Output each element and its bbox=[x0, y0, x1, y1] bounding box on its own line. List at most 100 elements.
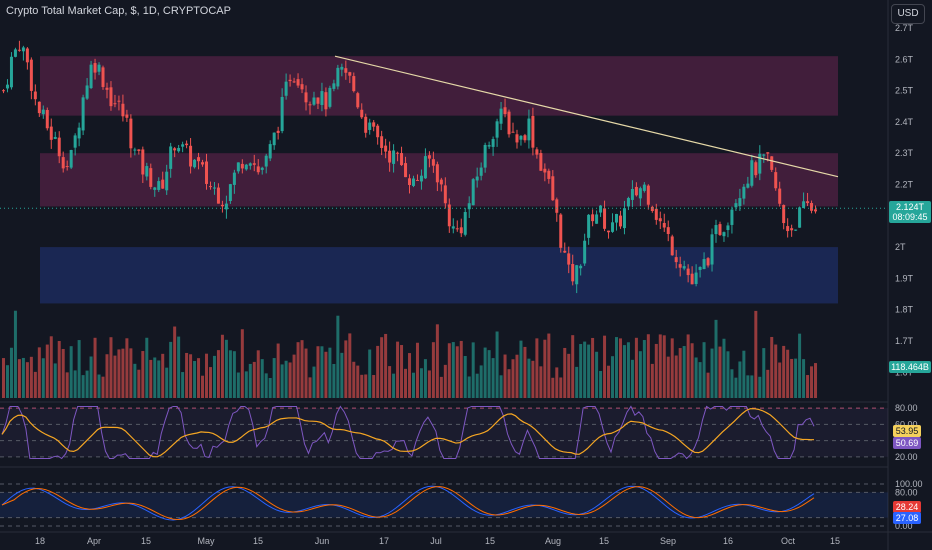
volume-bar bbox=[201, 375, 205, 398]
volume-bar bbox=[25, 362, 29, 398]
candle bbox=[292, 81, 296, 83]
candle bbox=[300, 84, 304, 90]
volume-bar bbox=[69, 346, 73, 398]
candle bbox=[169, 146, 173, 169]
volume-bar bbox=[304, 348, 308, 398]
volume-bar bbox=[324, 351, 328, 398]
candle bbox=[53, 136, 57, 139]
volume-bar bbox=[527, 358, 531, 398]
candle bbox=[312, 97, 316, 105]
candle bbox=[806, 201, 810, 204]
candle bbox=[766, 152, 770, 154]
candle bbox=[778, 188, 782, 204]
volume-bar bbox=[678, 348, 682, 398]
volume-bar bbox=[718, 346, 722, 398]
volume-bar bbox=[495, 331, 499, 398]
volume-bar bbox=[758, 376, 762, 398]
volume-bar bbox=[614, 337, 618, 398]
volume-bar bbox=[117, 349, 121, 398]
candle bbox=[201, 162, 205, 165]
last-price-tag: 2.124T 08:09:45 bbox=[889, 201, 931, 223]
rsi-ma-tag: 53.95 bbox=[893, 425, 921, 437]
candle bbox=[467, 203, 471, 210]
volume-bar bbox=[519, 340, 523, 398]
price-tick: 1.7T bbox=[895, 336, 914, 346]
volume-bar bbox=[435, 324, 439, 398]
candle bbox=[376, 125, 380, 138]
volume-bar bbox=[622, 345, 626, 398]
volume-bar bbox=[419, 368, 423, 398]
candle bbox=[25, 48, 29, 63]
candle bbox=[165, 171, 169, 191]
time-tick: May bbox=[197, 536, 215, 546]
chart-title: Crypto Total Market Cap, $, 1D, CRYPTOCA… bbox=[6, 5, 231, 17]
volume-bar bbox=[208, 367, 212, 398]
candle bbox=[161, 179, 165, 189]
candle bbox=[149, 168, 153, 187]
candle bbox=[137, 149, 141, 151]
candle bbox=[97, 64, 101, 72]
volume-bar bbox=[571, 335, 575, 398]
candle bbox=[372, 122, 376, 127]
candle bbox=[404, 163, 408, 178]
volume-bar bbox=[380, 337, 384, 398]
volume-bar bbox=[157, 360, 161, 398]
stoch-tick: 100.00 bbox=[895, 479, 923, 489]
volume-bar bbox=[356, 365, 360, 398]
volume-bar bbox=[173, 326, 177, 398]
candle bbox=[491, 139, 495, 147]
candle bbox=[427, 155, 431, 159]
candle bbox=[304, 92, 308, 103]
volume-bar bbox=[431, 342, 435, 398]
candle bbox=[614, 214, 618, 223]
currency-button[interactable]: USD bbox=[891, 4, 925, 24]
volume-bar bbox=[415, 342, 419, 398]
volume-bar bbox=[467, 376, 471, 398]
volume-bar bbox=[408, 353, 412, 398]
rsi-tick: 80.00 bbox=[895, 403, 918, 413]
price-tick: 2.4T bbox=[895, 117, 914, 127]
candle bbox=[280, 96, 284, 132]
candle bbox=[515, 134, 519, 143]
candle bbox=[770, 156, 774, 170]
candle bbox=[662, 222, 666, 228]
stoch-k-line bbox=[1, 485, 815, 521]
candle bbox=[352, 76, 356, 92]
volume-bar bbox=[216, 350, 220, 398]
candle bbox=[2, 90, 5, 92]
volume-bar bbox=[312, 366, 316, 398]
volume-bar bbox=[682, 346, 686, 398]
time-tick: 15 bbox=[830, 536, 840, 546]
volume-bar bbox=[694, 357, 698, 398]
volume-bar bbox=[714, 319, 718, 398]
candle bbox=[316, 97, 320, 104]
volume-bar bbox=[686, 334, 690, 398]
volume-bar bbox=[559, 377, 563, 398]
volume-bar bbox=[212, 355, 216, 398]
volume-bar bbox=[244, 371, 248, 398]
price-tick: 2.7T bbox=[895, 23, 914, 33]
volume-bar bbox=[189, 354, 193, 398]
candle bbox=[483, 144, 487, 168]
candle bbox=[288, 79, 292, 82]
candle bbox=[443, 185, 447, 204]
candle bbox=[340, 66, 344, 70]
volume-bar bbox=[515, 354, 519, 398]
price-tick: 2.3T bbox=[895, 148, 914, 158]
candle bbox=[579, 265, 583, 269]
volume-bar bbox=[790, 358, 794, 398]
volume-bar bbox=[280, 364, 284, 398]
volume-bar bbox=[284, 360, 288, 398]
price-tick: 2.6T bbox=[895, 54, 914, 64]
volume-bar bbox=[61, 348, 65, 398]
candle bbox=[698, 267, 702, 270]
candle bbox=[447, 204, 451, 227]
candle bbox=[535, 149, 539, 155]
volume-bar bbox=[153, 357, 157, 398]
candle bbox=[173, 148, 177, 151]
volume-bar bbox=[372, 375, 376, 398]
volume-bar bbox=[57, 340, 61, 398]
candle bbox=[682, 266, 686, 269]
volume-bar bbox=[579, 344, 583, 398]
